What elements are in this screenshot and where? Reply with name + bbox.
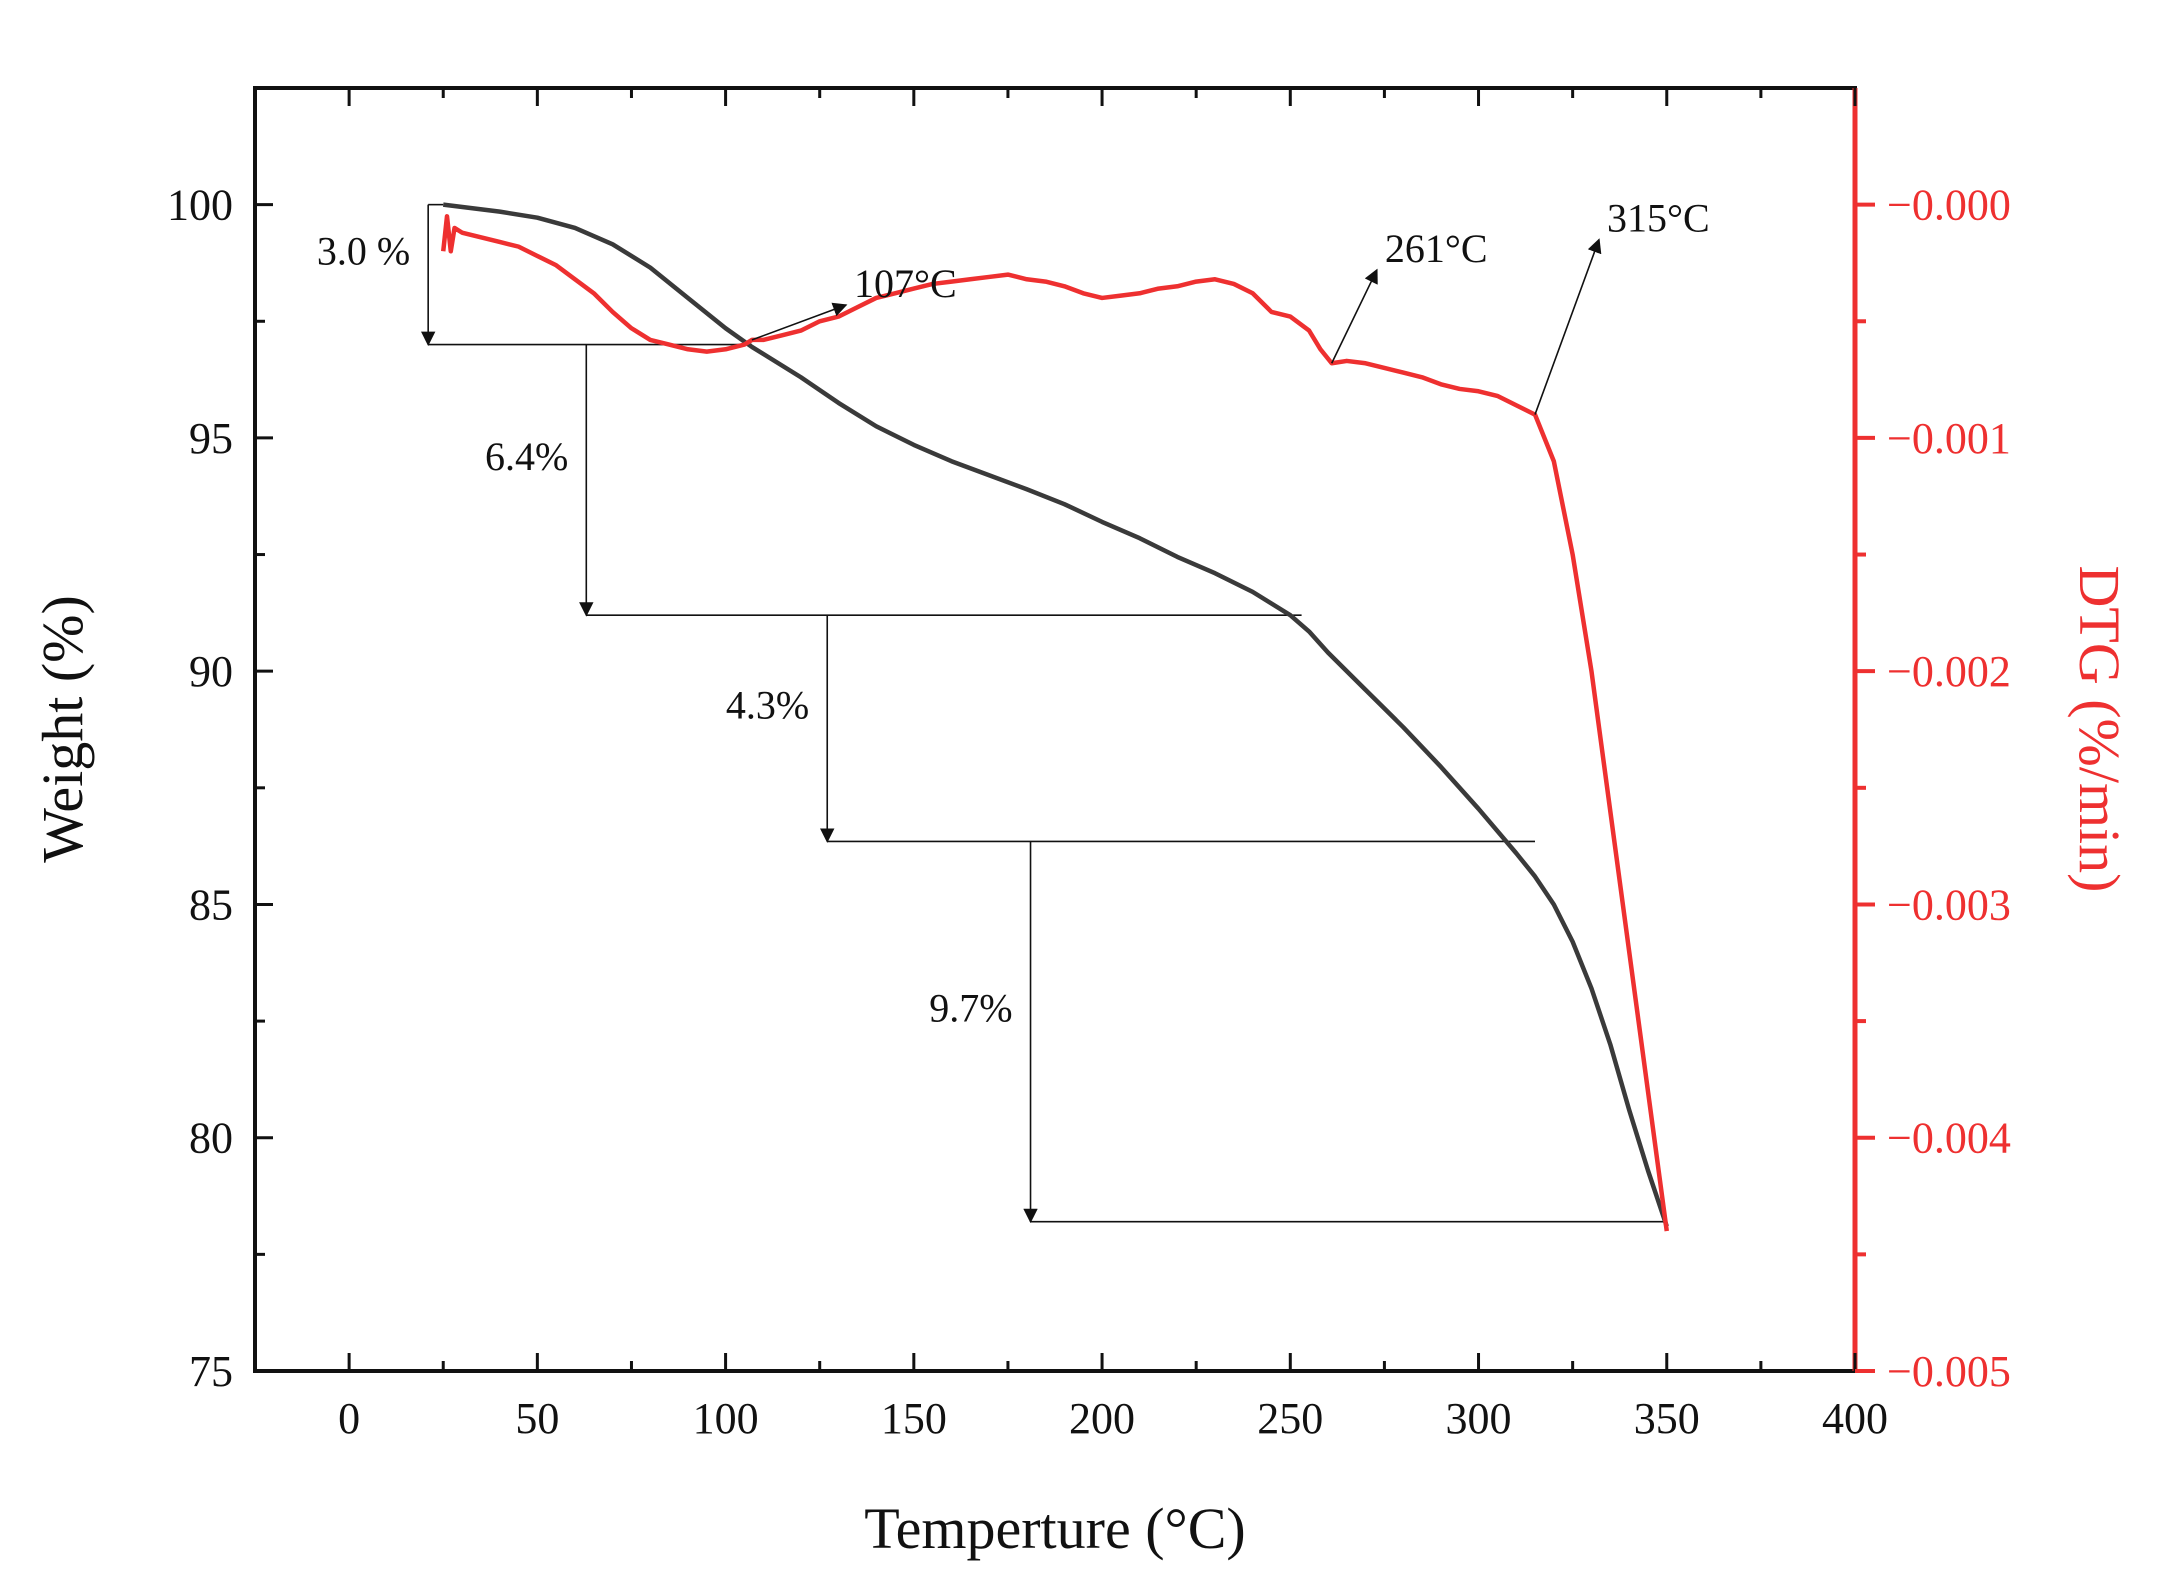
axes: 0 50 100 150 200 250 300 350 400 75 80 85 90 95 100 −0.… bbox=[167, 88, 2011, 1443]
y-left-tick-label: 85 bbox=[189, 880, 233, 929]
plot-frame bbox=[253, 86, 1857, 1373]
peak-label: 261°C bbox=[1385, 226, 1488, 271]
weight-line bbox=[442, 202, 1669, 1228]
dtg-line bbox=[440, 214, 1669, 1232]
x-tick-label: 150 bbox=[881, 1394, 947, 1443]
x-tick-label: 400 bbox=[1822, 1394, 1888, 1443]
y-left-tick-label: 95 bbox=[189, 414, 233, 463]
x-axis-title: Temperture (°C) bbox=[864, 1496, 1245, 1561]
y-right-tick-label: −0.001 bbox=[1887, 414, 2011, 463]
y-right-tick-label: −0.005 bbox=[1887, 1347, 2011, 1396]
y-right-tick-label: −0.003 bbox=[1887, 880, 2011, 929]
step-label: 3.0 % bbox=[317, 229, 410, 274]
y-left-tick-label: 80 bbox=[189, 1114, 233, 1163]
y-left-tick-label: 75 bbox=[189, 1347, 233, 1396]
dtg-series bbox=[440, 214, 1669, 1232]
y-right-tick-label: −0.002 bbox=[1887, 647, 2011, 696]
y-left-tick-label: 100 bbox=[167, 181, 233, 230]
step-label: 6.4% bbox=[485, 434, 568, 479]
y-right-axis-title: DTG (%/min) bbox=[2067, 566, 2132, 893]
x-tick-label: 50 bbox=[515, 1394, 559, 1443]
peak-label: 107°C bbox=[854, 261, 957, 306]
peak-arrow bbox=[1534, 238, 1602, 415]
step-label: 9.7% bbox=[929, 986, 1012, 1031]
x-tick-label: 100 bbox=[693, 1394, 759, 1443]
peak-arrow bbox=[1330, 268, 1378, 364]
y-right-tick-label: −0.000 bbox=[1887, 181, 2011, 230]
y-right-tick-label: −0.004 bbox=[1887, 1114, 2011, 1163]
weight-series bbox=[442, 202, 1669, 1228]
peak-arrow bbox=[751, 302, 848, 341]
x-tick-label: 200 bbox=[1069, 1394, 1135, 1443]
step-annotations: 3.0 % 6.4% 4.3% 9.7% bbox=[317, 203, 1667, 1224]
step-label: 4.3% bbox=[726, 682, 809, 727]
y-left-axis-title: Weight (%) bbox=[30, 595, 95, 863]
x-tick-label: 300 bbox=[1446, 1394, 1512, 1443]
peak-annotations: 107°C 261°C 315°C bbox=[751, 196, 1710, 415]
y-left-tick-label: 90 bbox=[189, 647, 233, 696]
x-tick-label: 250 bbox=[1257, 1394, 1323, 1443]
peak-label: 315°C bbox=[1607, 196, 1710, 241]
x-tick-label: 0 bbox=[338, 1394, 360, 1443]
x-tick-label: 350 bbox=[1634, 1394, 1700, 1443]
